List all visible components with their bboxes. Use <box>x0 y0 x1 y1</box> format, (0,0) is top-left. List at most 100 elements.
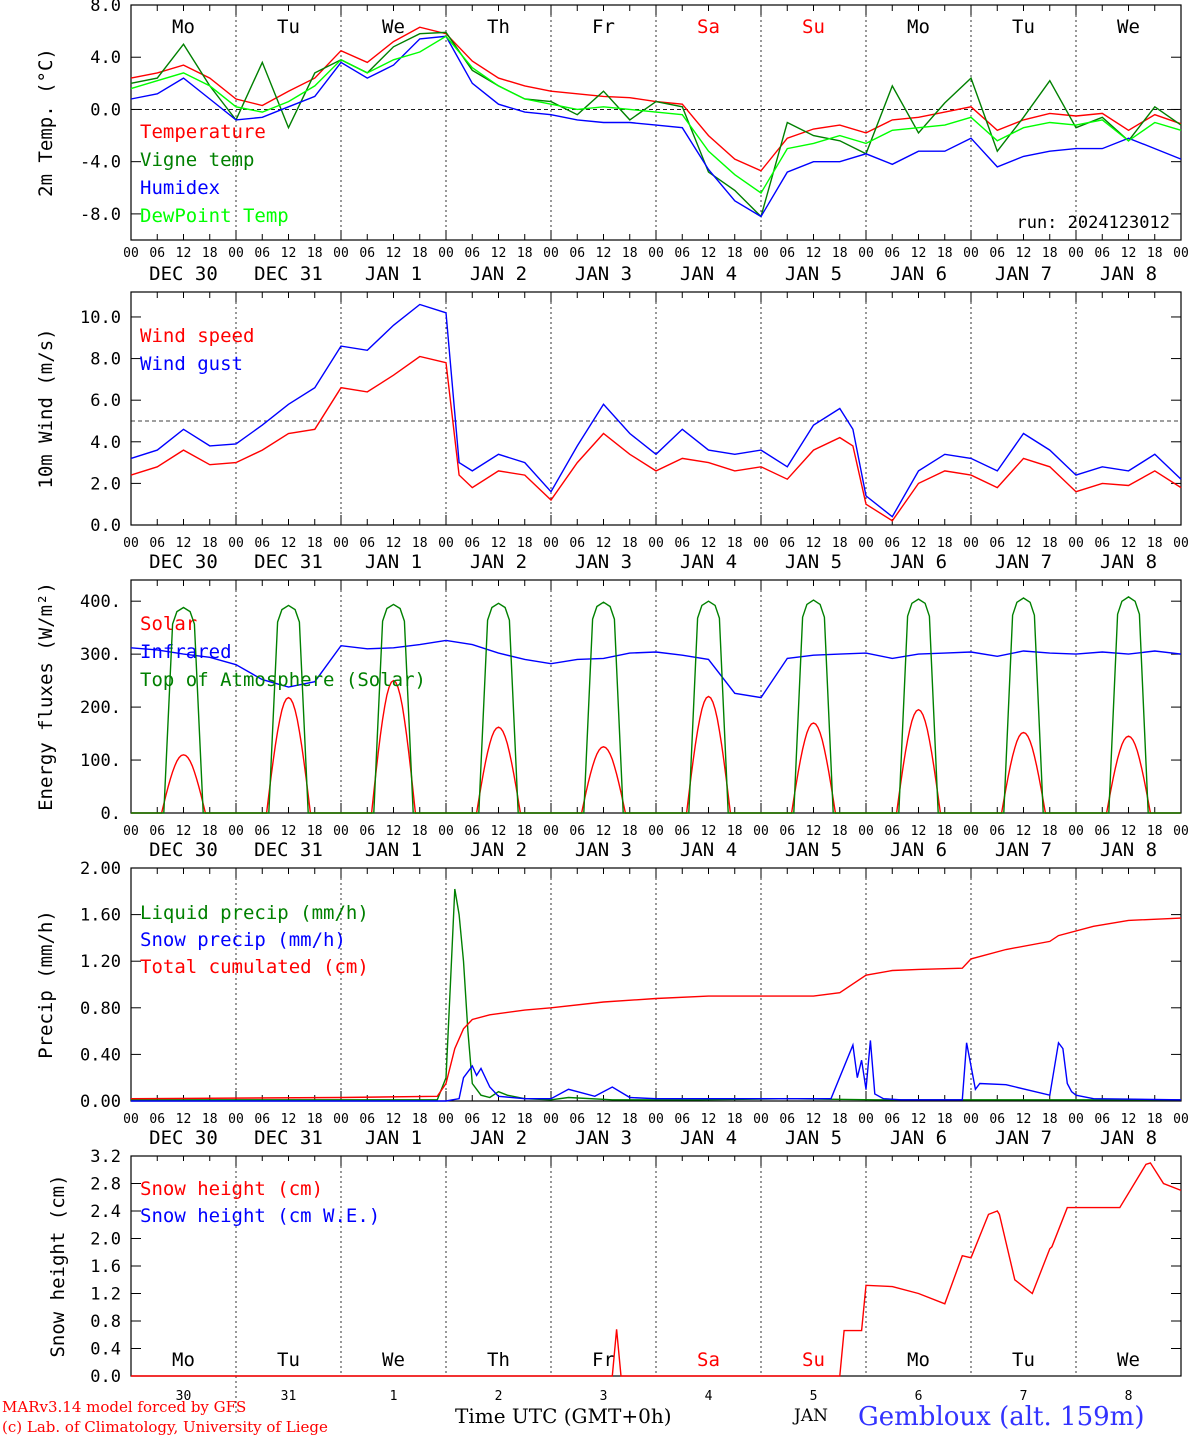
hour-tick-label: 06 <box>884 1112 900 1127</box>
hour-tick-label: 00 <box>228 1112 244 1127</box>
hour-tick-label: 06 <box>1094 824 1110 839</box>
hour-tick-label: 00 <box>123 536 139 551</box>
hour-tick-label: 12 <box>1016 246 1032 261</box>
hour-tick-label: 18 <box>202 824 218 839</box>
hour-tick-label: 00 <box>438 1112 454 1127</box>
hour-tick-label: 18 <box>412 824 428 839</box>
legend-entry: Liquid precip (mm/h) <box>140 902 369 924</box>
hour-tick-label: 06 <box>569 1112 585 1127</box>
legend-entry: Humidex <box>140 177 220 199</box>
legend-entry: Infrared <box>140 641 232 663</box>
series-line <box>130 355 1182 522</box>
date-label: JAN 6 <box>890 263 947 285</box>
date-label: JAN 2 <box>470 1127 527 1149</box>
weekday-label: Th <box>487 16 510 38</box>
hour-tick-label: 00 <box>1068 246 1084 261</box>
date-label: JAN 7 <box>995 551 1052 573</box>
hour-tick-label: 06 <box>359 246 375 261</box>
legend-entry: Snow height (cm W.E.) <box>140 1205 380 1227</box>
series-line <box>131 1162 1182 1377</box>
hour-tick-label: 06 <box>989 824 1005 839</box>
hour-tick-label: 06 <box>674 824 690 839</box>
hour-tick-label: 12 <box>701 1112 717 1127</box>
hour-tick-label: 00 <box>543 1112 559 1127</box>
date-label: JAN 4 <box>680 263 737 285</box>
hour-tick-label: 18 <box>727 824 743 839</box>
hour-tick-label: 00 <box>963 1112 979 1127</box>
hour-tick-label: 00 <box>543 536 559 551</box>
date-label: JAN 4 <box>680 839 737 861</box>
hour-tick-label: 18 <box>202 246 218 261</box>
hour-tick-label: 12 <box>281 246 297 261</box>
hour-tick-label: 12 <box>596 246 612 261</box>
date-label: JAN 5 <box>785 839 842 861</box>
hour-tick-label: 12 <box>491 1112 507 1127</box>
hour-tick-label: 06 <box>989 246 1005 261</box>
y-tick-label: 0.4 <box>90 1340 121 1360</box>
hour-tick-label: 12 <box>911 824 927 839</box>
footer-station: Gembloux (alt. 159m) <box>858 1402 1145 1432</box>
hour-tick-label: 12 <box>596 824 612 839</box>
weekday-label: Tu <box>277 16 300 38</box>
legend-entry: Solar <box>140 613 197 635</box>
hour-tick-label: 00 <box>858 246 874 261</box>
run-annotation: run: 2024123012 <box>1016 213 1170 233</box>
y-tick-label: 200. <box>80 698 121 718</box>
hour-tick-label: 00 <box>228 246 244 261</box>
hour-tick-label: 12 <box>491 824 507 839</box>
date-label: JAN 5 <box>785 1127 842 1149</box>
hour-tick-label: 12 <box>386 536 402 551</box>
hour-tick-label: 06 <box>254 536 270 551</box>
hour-tick-label: 00 <box>1068 824 1084 839</box>
hour-tick-label: 12 <box>806 1112 822 1127</box>
hour-tick-label: 12 <box>1121 1112 1137 1127</box>
hour-tick-label: 06 <box>674 1112 690 1127</box>
hour-tick-label: 12 <box>176 536 192 551</box>
hour-tick-label: 12 <box>1121 824 1137 839</box>
weekday-label: We <box>1117 1349 1140 1371</box>
day-number-label: 3 <box>600 1389 608 1404</box>
hour-tick-label: 06 <box>1094 536 1110 551</box>
hour-tick-label: 00 <box>963 824 979 839</box>
hour-tick-label: 00 <box>333 246 349 261</box>
hour-tick-label: 00 <box>963 536 979 551</box>
date-label: JAN 8 <box>1100 839 1157 861</box>
hour-tick-label: 18 <box>937 536 953 551</box>
hour-tick-label: 06 <box>254 1112 270 1127</box>
day-number-label: 8 <box>1125 1389 1133 1404</box>
weekday-label: Su <box>802 1349 825 1371</box>
series-line <box>130 917 1182 1100</box>
hour-tick-label: 12 <box>701 824 717 839</box>
hour-tick-label: 12 <box>1016 536 1032 551</box>
y-tick-label: 8.0 <box>90 350 121 370</box>
hour-tick-label: 18 <box>517 824 533 839</box>
y-axis-label: Snow height (cm) <box>47 1174 69 1357</box>
footer-lab: (c) Lab. of Climatology, University of L… <box>2 1418 328 1436</box>
weekday-label: We <box>382 1349 405 1371</box>
hour-tick-label: 00 <box>333 824 349 839</box>
y-tick-label: 100. <box>80 751 121 771</box>
weekday-label: Mo <box>907 16 930 38</box>
hour-tick-label: 12 <box>176 246 192 261</box>
day-number-label: 7 <box>1020 1389 1028 1404</box>
hour-tick-label: 00 <box>753 536 769 551</box>
hour-tick-label: 06 <box>779 246 795 261</box>
legend-entry: Vigne temp <box>140 149 254 171</box>
footer-model: MARv3.14 model forced by GFS <box>2 1398 247 1416</box>
hour-tick-label: 06 <box>254 824 270 839</box>
hour-tick-label: 18 <box>622 824 638 839</box>
hour-tick-label: 06 <box>989 1112 1005 1127</box>
hour-tick-label: 00 <box>753 1112 769 1127</box>
hour-tick-label: 06 <box>569 536 585 551</box>
hour-tick-label: 00 <box>1173 246 1189 261</box>
hour-tick-label: 00 <box>858 536 874 551</box>
legend-entry: Wind speed <box>140 325 254 347</box>
date-label: JAN 1 <box>365 263 422 285</box>
date-label: DEC 30 <box>149 551 218 573</box>
hour-tick-label: 18 <box>307 536 323 551</box>
date-label: DEC 31 <box>254 839 323 861</box>
date-label: JAN 6 <box>890 1127 947 1149</box>
legend-entry: Total cumulated (cm) <box>140 956 369 978</box>
hour-tick-label: 06 <box>989 536 1005 551</box>
